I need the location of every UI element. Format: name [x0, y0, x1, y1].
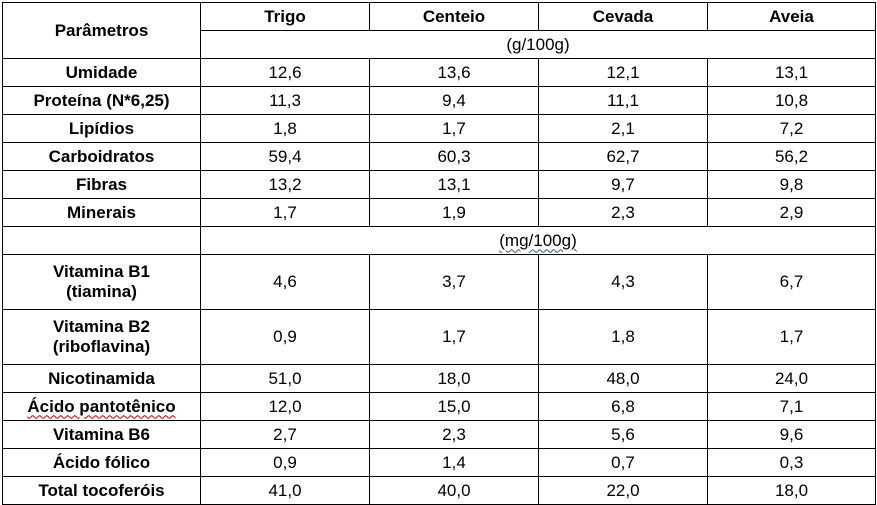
cell-value: 1,7 — [200, 198, 370, 227]
row-param-line1: Vitamina B1 — [52, 262, 150, 281]
cell-value: 4,6 — [200, 254, 370, 310]
cell-value: 18,0 — [369, 364, 539, 393]
cell-value: 0,9 — [200, 309, 370, 365]
cell-value: 2,1 — [538, 114, 708, 143]
row-param: Minerais — [2, 198, 201, 227]
row-param: Carboidratos — [2, 142, 201, 171]
blank-cell — [2, 226, 201, 255]
cell-value: 2,9 — [707, 198, 876, 227]
table-row: Ácido fólico 0,9 1,4 0,7 0,3 — [2, 448, 876, 477]
cell-value: 15,0 — [369, 392, 539, 421]
unit-g-per-100g: (g/100g) — [200, 30, 876, 59]
cell-value: 12,6 — [200, 58, 370, 87]
table-row: Ácido pantotênico 12,0 15,0 6,8 7,1 — [2, 392, 876, 421]
table-row: Carboidratos 59,4 60,3 62,7 56,2 — [2, 142, 876, 171]
unit-mg-text: (mg/100g) — [499, 230, 577, 250]
table-row: Vitamina B6 2,7 2,3 5,6 9,6 — [2, 420, 876, 449]
row-param-line1: Vitamina B2 — [52, 317, 150, 336]
row-param-text: Ácido pantotênico — [27, 396, 176, 416]
unit-mg-per-100g: (mg/100g) — [200, 226, 876, 255]
row-param-line2: (riboflavina) — [52, 337, 151, 356]
row-param: Lipídios — [2, 114, 201, 143]
header-col-aveia: Aveia — [707, 2, 876, 31]
header-col-centeio: Centeio — [369, 2, 539, 31]
cell-value: 62,7 — [538, 142, 708, 171]
header-parameters: Parâmetros — [2, 2, 201, 59]
cell-value: 1,4 — [369, 448, 539, 477]
cell-value: 1,7 — [707, 309, 876, 365]
cell-value: 24,0 — [707, 364, 876, 393]
cell-value: 9,4 — [369, 86, 539, 115]
cell-value: 7,1 — [707, 392, 876, 421]
cell-value: 59,4 — [200, 142, 370, 171]
row-param: Ácido fólico — [2, 448, 201, 477]
cell-value: 56,2 — [707, 142, 876, 171]
row-param: Vitamina B6 — [2, 420, 201, 449]
table-row: Vitamina B2 (riboflavina) 0,9 1,7 1,8 1,7 — [2, 309, 876, 365]
table-row: Minerais 1,7 1,9 2,3 2,9 — [2, 198, 876, 227]
cell-value: 2,3 — [369, 420, 539, 449]
cell-value: 4,3 — [538, 254, 708, 310]
row-param: Vitamina B2 (riboflavina) — [2, 309, 201, 365]
cell-value: 18,0 — [707, 476, 876, 505]
cell-value: 0,9 — [200, 448, 370, 477]
cell-value: 1,7 — [369, 114, 539, 143]
cell-value: 13,1 — [707, 58, 876, 87]
cell-value: 7,2 — [707, 114, 876, 143]
cell-value: 60,3 — [369, 142, 539, 171]
table-row: Fibras 13,2 13,1 9,7 9,8 — [2, 170, 876, 199]
cell-value: 9,7 — [538, 170, 708, 199]
cell-value: 2,7 — [200, 420, 370, 449]
table-row: Lipídios 1,8 1,7 2,1 7,2 — [2, 114, 876, 143]
cell-value: 22,0 — [538, 476, 708, 505]
cell-value: 9,6 — [707, 420, 876, 449]
row-param: Fibras — [2, 170, 201, 199]
row-param: Nicotinamida — [2, 364, 201, 393]
table-row: Nicotinamida 51,0 18,0 48,0 24,0 — [2, 364, 876, 393]
row-param-line2: (tiamina) — [66, 282, 137, 301]
header-col-cevada: Cevada — [538, 2, 708, 31]
cell-value: 40,0 — [369, 476, 539, 505]
cell-value: 11,1 — [538, 86, 708, 115]
row-param: Ácido pantotênico — [2, 392, 201, 421]
cell-value: 13,2 — [200, 170, 370, 199]
row-param: Vitamina B1 (tiamina) — [2, 254, 201, 310]
table-row: Vitamina B1 (tiamina) 4,6 3,7 4,3 6,7 — [2, 254, 876, 310]
table-row: Umidade 12,6 13,6 12,1 13,1 — [2, 58, 876, 87]
row-param: Total tocoferóis — [2, 476, 201, 505]
cell-value: 6,8 — [538, 392, 708, 421]
table-row: Total tocoferóis 41,0 40,0 22,0 18,0 — [2, 476, 876, 505]
cell-value: 13,6 — [369, 58, 539, 87]
row-param: Umidade — [2, 58, 201, 87]
header-col-trigo: Trigo — [200, 2, 370, 31]
cell-value: 5,6 — [538, 420, 708, 449]
cell-value: 1,8 — [538, 309, 708, 365]
cell-value: 51,0 — [200, 364, 370, 393]
cell-value: 11,3 — [200, 86, 370, 115]
cell-value: 1,9 — [369, 198, 539, 227]
cell-value: 2,3 — [538, 198, 708, 227]
cell-value: 12,0 — [200, 392, 370, 421]
cell-value: 48,0 — [538, 364, 708, 393]
table-row: Proteína (N*6,25) 11,3 9,4 11,1 10,8 — [2, 86, 876, 115]
cell-value: 12,1 — [538, 58, 708, 87]
cell-value: 13,1 — [369, 170, 539, 199]
cell-value: 1,8 — [200, 114, 370, 143]
cell-value: 1,7 — [369, 309, 539, 365]
cell-value: 6,7 — [707, 254, 876, 310]
cell-value: 0,3 — [707, 448, 876, 477]
cell-value: 10,8 — [707, 86, 876, 115]
cell-value: 3,7 — [369, 254, 539, 310]
cell-value: 9,8 — [707, 170, 876, 199]
cell-value: 0,7 — [538, 448, 708, 477]
cell-value: 41,0 — [200, 476, 370, 505]
row-param: Proteína (N*6,25) — [2, 86, 201, 115]
